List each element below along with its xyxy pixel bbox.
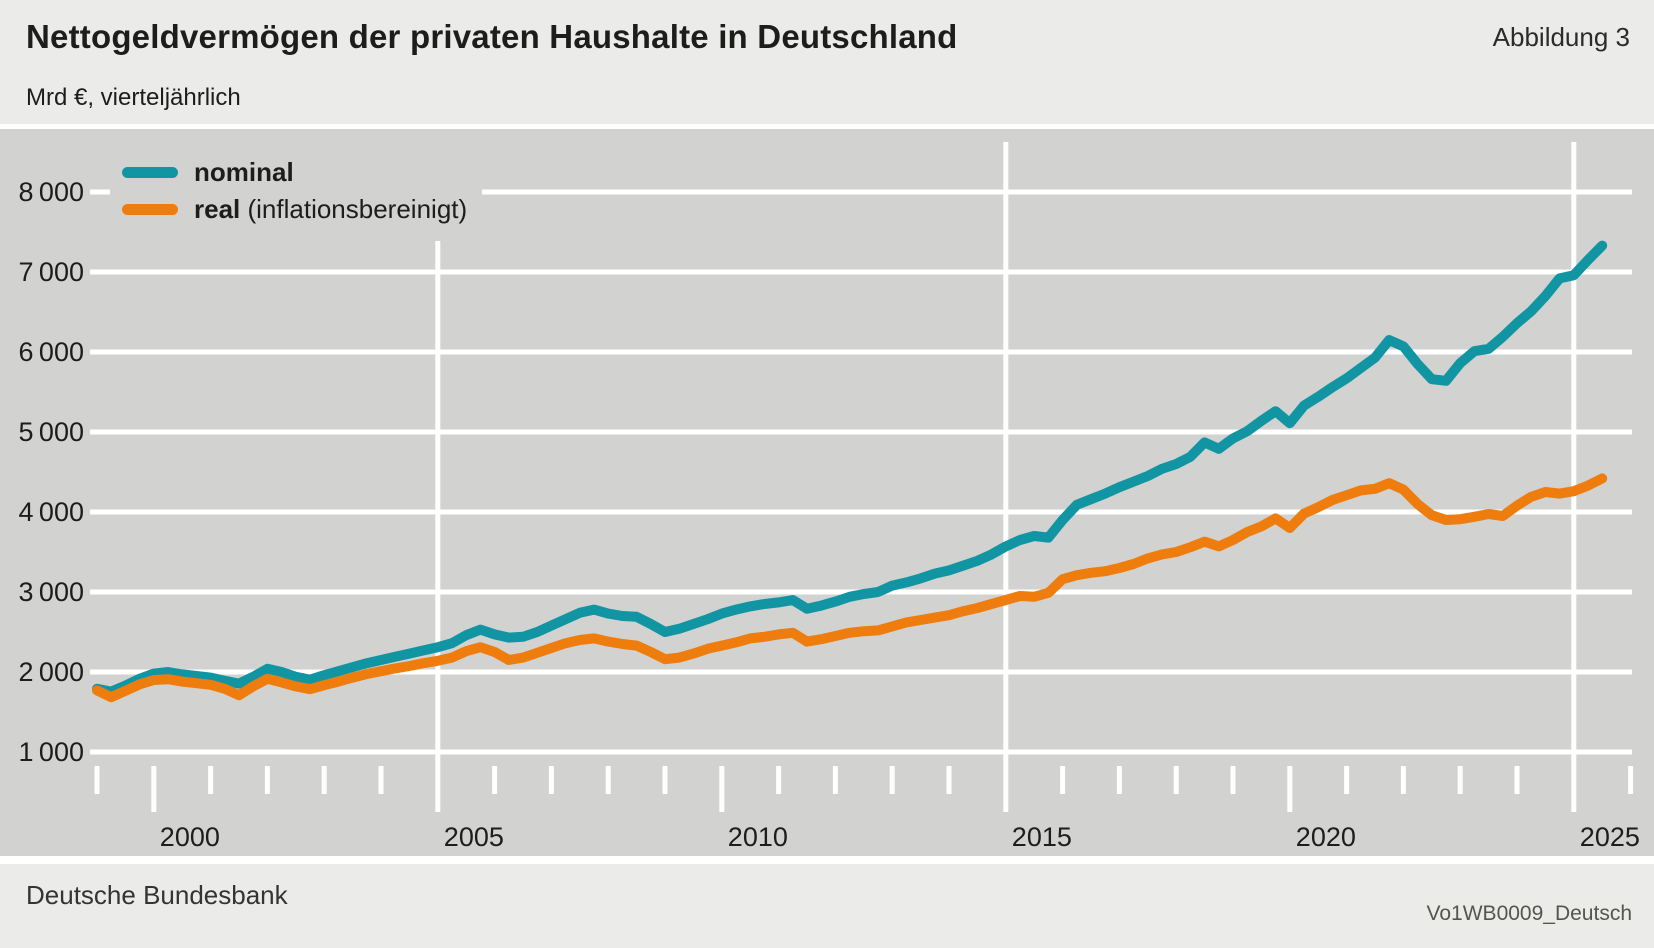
series-line-nominal	[92, 240, 1608, 697]
y-axis-label-1000: 1 000	[19, 737, 84, 767]
x-axis-label-2010: 2010	[728, 822, 788, 852]
y-axis-label-6000: 6 000	[19, 337, 84, 367]
footer-band	[0, 864, 1654, 948]
series-line-real	[92, 473, 1608, 703]
figure-number-label: Abbildung 3	[1492, 22, 1630, 52]
legend-item-real: real (inflationsbereinigt)	[110, 194, 482, 224]
legend-label-nominal: nominal	[194, 157, 294, 187]
footer-separator	[0, 856, 1654, 864]
y-axis-label-5000: 5 000	[19, 417, 84, 447]
y-axis-label-3000: 3 000	[19, 577, 84, 607]
x-axis-label-2015: 2015	[1012, 822, 1072, 852]
x-axis-label-2005: 2005	[444, 822, 504, 852]
nominal-line-swatch-icon	[122, 167, 178, 178]
chart-code-label: Vo1WB0009_Deutsch	[1426, 902, 1632, 925]
chart-legend: nominal real (inflationsbereinigt)	[110, 143, 482, 239]
y-axis-label-7000: 7 000	[19, 257, 84, 287]
y-axis-label-4000: 4 000	[19, 497, 84, 527]
source-label: Deutsche Bundesbank	[26, 880, 288, 910]
x-axis-label-2025: 2025	[1580, 822, 1640, 852]
page-subtitle-unit: Mrd €, vierteljährlich	[26, 84, 241, 111]
x-axis-label-2000: 2000	[160, 822, 220, 852]
x-axis-label-2020: 2020	[1296, 822, 1356, 852]
y-axis-label-8000: 8 000	[19, 177, 84, 207]
y-axis-label-2000: 2 000	[19, 657, 84, 687]
legend-label-real: real (inflationsbereinigt)	[194, 194, 468, 224]
header-separator	[0, 124, 1654, 129]
header-band	[0, 0, 1654, 124]
page-title: Nettogeldvermögen der privaten Haushalte…	[26, 18, 958, 55]
legend-item-nominal: nominal	[110, 157, 482, 187]
real-line-swatch-icon	[122, 204, 178, 215]
